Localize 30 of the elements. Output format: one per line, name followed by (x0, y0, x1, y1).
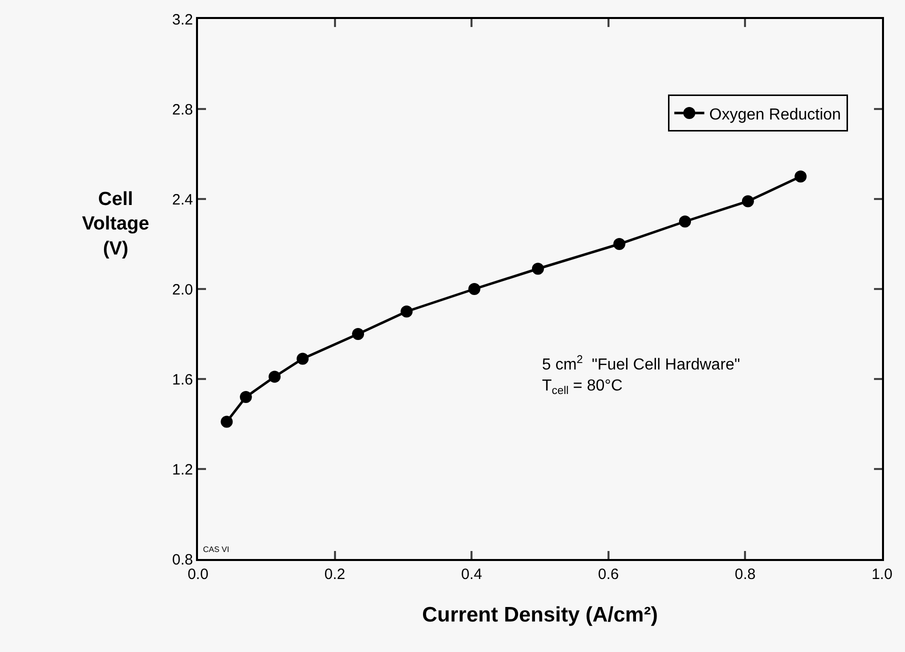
y-axis-title: Cell Voltage (V) (82, 189, 150, 260)
x-tick-label: 0.6 (598, 566, 619, 583)
point (613, 238, 626, 250)
point (352, 328, 364, 340)
y-tick-label: 1.2 (172, 461, 193, 478)
point (468, 283, 480, 295)
y-tick-label: 0.8 (172, 551, 193, 568)
text: 5 cm$^{2}$ "Fuel Cell Hardware" T$_{cell}$ = 80°C (542, 354, 740, 397)
x-tick-label: 0.2 (324, 566, 346, 583)
y-tick-label: 2.4 (172, 191, 193, 208)
y-tick-label: 2.8 (172, 101, 193, 118)
point (400, 306, 413, 318)
y-tick-label: 3.2 (172, 11, 193, 28)
point (742, 195, 754, 208)
x-tick-label: 0.4 (461, 566, 482, 583)
point (296, 352, 309, 365)
annotation: CAS VI (203, 545, 230, 554)
text: 1.0 (872, 566, 892, 583)
x-axis-title: Current Density (A/cm²) (422, 604, 658, 627)
point (240, 391, 252, 403)
x-tick-label: 0.8 (734, 566, 756, 583)
point (268, 370, 281, 383)
point (220, 416, 233, 428)
point (794, 170, 807, 182)
legend-label: Oxygen Reduction (709, 106, 841, 124)
y-tick-label: 1.6 (172, 371, 193, 388)
text: 2.0 (172, 281, 193, 298)
point (679, 216, 692, 228)
point (532, 262, 544, 275)
text: 0.0 (188, 566, 208, 583)
